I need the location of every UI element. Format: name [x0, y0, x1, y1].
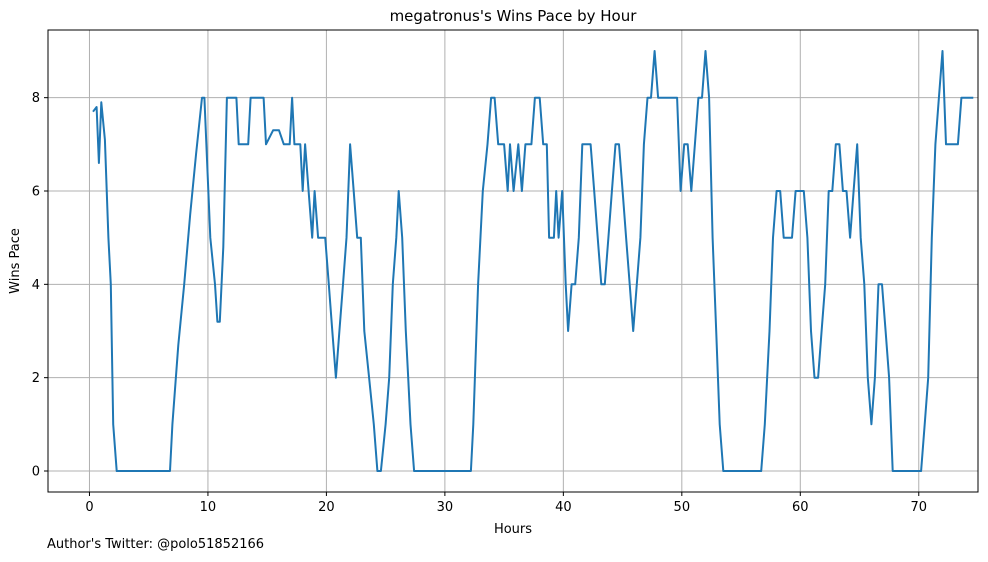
y-tick-label: 6 — [32, 185, 40, 200]
series-layer — [92, 50, 974, 472]
x-tick-label: 20 — [318, 500, 335, 515]
x-tick-label: 10 — [200, 500, 217, 515]
y-tick-label: 2 — [32, 371, 40, 386]
grid-lines — [48, 30, 978, 492]
x-axis: 0 10 20 30 40 50 60 70 — [85, 492, 927, 515]
x-tick-label: 40 — [555, 500, 572, 515]
x-tick-label: 0 — [85, 500, 93, 515]
chart-title: megatronus's Wins Pace by Hour — [390, 7, 638, 25]
y-tick-label: 0 — [32, 465, 40, 480]
y-axis-label: Wins Pace — [8, 228, 23, 294]
author-credit: Author's Twitter: @polo51852166 — [47, 537, 265, 552]
plot-frame — [47, 29, 979, 493]
x-tick-label: 30 — [437, 500, 454, 515]
x-tick-label: 60 — [792, 500, 809, 515]
y-tick-label: 8 — [32, 91, 40, 106]
series-line — [92, 50, 974, 472]
y-axis: 0 2 4 6 8 — [32, 91, 48, 480]
y-tick-label: 4 — [32, 278, 40, 293]
x-tick-label: 50 — [674, 500, 691, 515]
x-axis-label: Hours — [494, 522, 532, 537]
x-tick-label: 70 — [910, 500, 927, 515]
